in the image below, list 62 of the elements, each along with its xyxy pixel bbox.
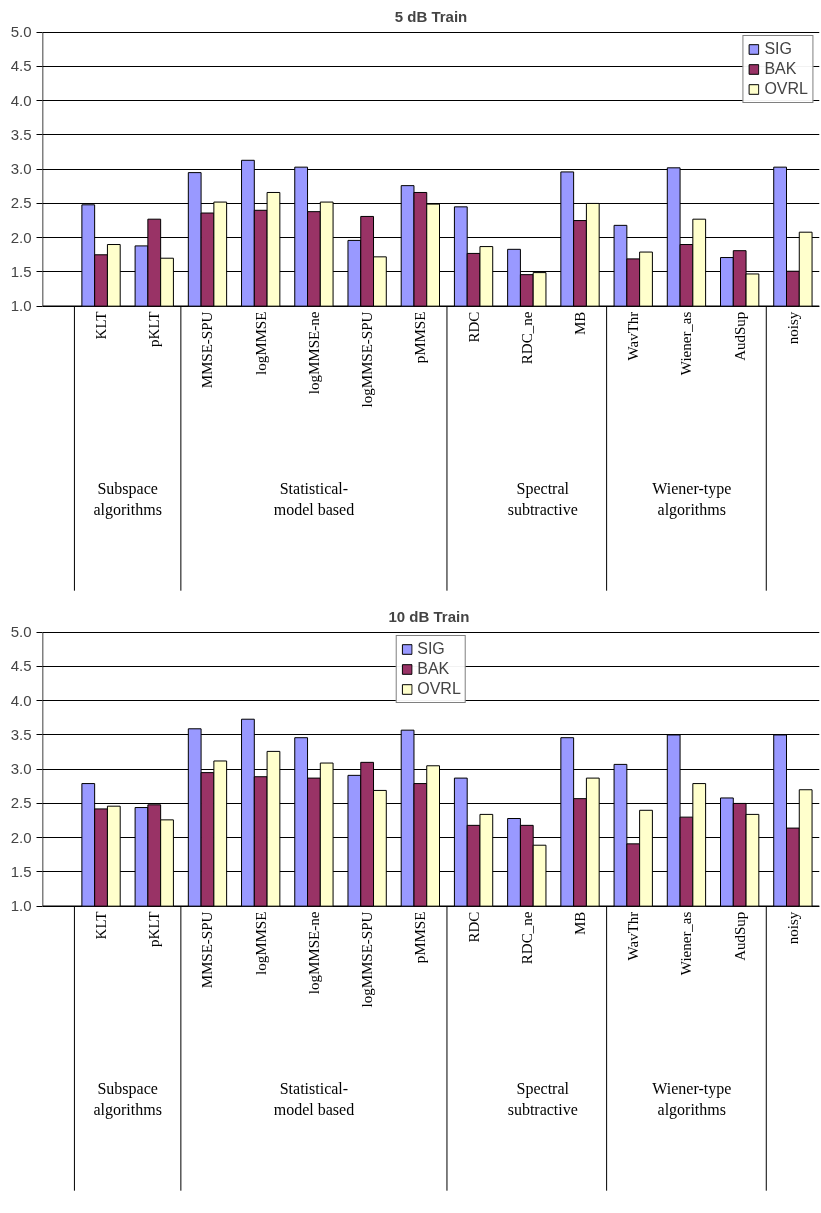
y-tick-label: 2.5 xyxy=(10,194,32,212)
y-tick-label: 1.5 xyxy=(10,262,32,280)
legend-label: BAK xyxy=(764,60,797,78)
y-tick-label: 2.5 xyxy=(10,794,32,812)
x-tick-label: logMMSE-SPU xyxy=(359,911,376,1008)
y-tick-label: 2.0 xyxy=(10,228,32,246)
x-tick-label: logMMSE-ne xyxy=(305,311,322,395)
x-tick-label: logMMSE xyxy=(252,311,269,375)
chart-title: 10 dB Train xyxy=(388,607,470,625)
text: Wiener-type algorithms xyxy=(652,1080,732,1119)
x-tick-label: noisy xyxy=(784,911,801,945)
y-tick-label: 3.0 xyxy=(10,160,32,178)
x-tick-label: MMSE-SPU xyxy=(199,911,216,989)
y-tick-label: 4.0 xyxy=(10,91,32,109)
x-tick-label: logMMSE-SPU xyxy=(359,311,376,408)
y-tick-label: 5.0 xyxy=(10,23,32,41)
x-tick-label: WavThr xyxy=(625,911,642,961)
x-tick-label: AudSup xyxy=(731,311,748,361)
x-tick-label: logMMSE-ne xyxy=(305,911,322,995)
x-tick-label: KLT xyxy=(93,911,110,940)
x-tick-label: noisy xyxy=(784,311,801,345)
x-tick-label: pMMSE xyxy=(412,911,429,964)
x-tick-label: WavThr xyxy=(625,311,642,361)
legend-label: OVRL xyxy=(417,680,461,698)
x-tick-label: MMSE-SPU xyxy=(199,311,216,389)
x-tick-label: RDC xyxy=(465,911,482,943)
legend-label: SIG xyxy=(764,40,792,58)
x-tick-label: logMMSE xyxy=(252,911,269,975)
text: Statistical- model based xyxy=(273,1080,355,1118)
y-tick-label: 1.0 xyxy=(10,897,32,915)
x-tick-label: AudSup xyxy=(731,911,748,961)
text: Subspace algorithms xyxy=(93,1080,162,1119)
x-tick-label: Wiener_as xyxy=(678,911,695,976)
x-tick-label: RDC_ne xyxy=(518,911,535,965)
y-tick-label: 1.0 xyxy=(10,297,32,315)
text: Spectral subtractive xyxy=(507,1080,578,1118)
y-tick-label: 5.0 xyxy=(10,623,32,641)
y-tick-label: 4.5 xyxy=(10,657,32,675)
x-tick-label: MB xyxy=(572,311,589,335)
legend-label: OVRL xyxy=(764,80,808,98)
x-tick-label: RDC_ne xyxy=(518,311,535,365)
legend-label: SIG xyxy=(417,640,445,658)
x-tick-label: pMMSE xyxy=(412,311,429,364)
text: Statistical- model based xyxy=(273,480,355,518)
y-tick-label: 4.5 xyxy=(10,57,32,75)
x-tick-label: pKLT xyxy=(146,311,163,347)
y-tick-label: 3.0 xyxy=(10,760,32,778)
text: Wiener-type algorithms xyxy=(652,480,732,519)
y-tick-label: 1.5 xyxy=(10,862,32,880)
x-tick-label: KLT xyxy=(93,311,110,340)
chart-title: 5 dB Train xyxy=(394,7,468,25)
y-tick-label: 2.0 xyxy=(10,828,32,846)
x-tick-label: MB xyxy=(572,911,589,935)
text: Subspace algorithms xyxy=(93,480,162,519)
y-tick-label: 3.5 xyxy=(10,125,32,143)
y-tick-label: 4.0 xyxy=(10,691,32,709)
text: Spectral subtractive xyxy=(507,480,578,518)
y-tick-label: 3.5 xyxy=(10,725,32,743)
x-tick-label: pKLT xyxy=(146,911,163,947)
x-tick-label: Wiener_as xyxy=(678,311,695,376)
x-tick-label: RDC xyxy=(465,311,482,343)
legend-label: BAK xyxy=(417,660,450,678)
